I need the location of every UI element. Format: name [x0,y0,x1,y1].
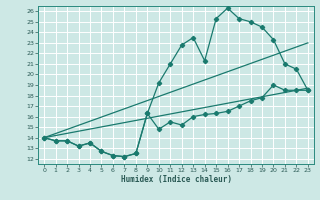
X-axis label: Humidex (Indice chaleur): Humidex (Indice chaleur) [121,175,231,184]
